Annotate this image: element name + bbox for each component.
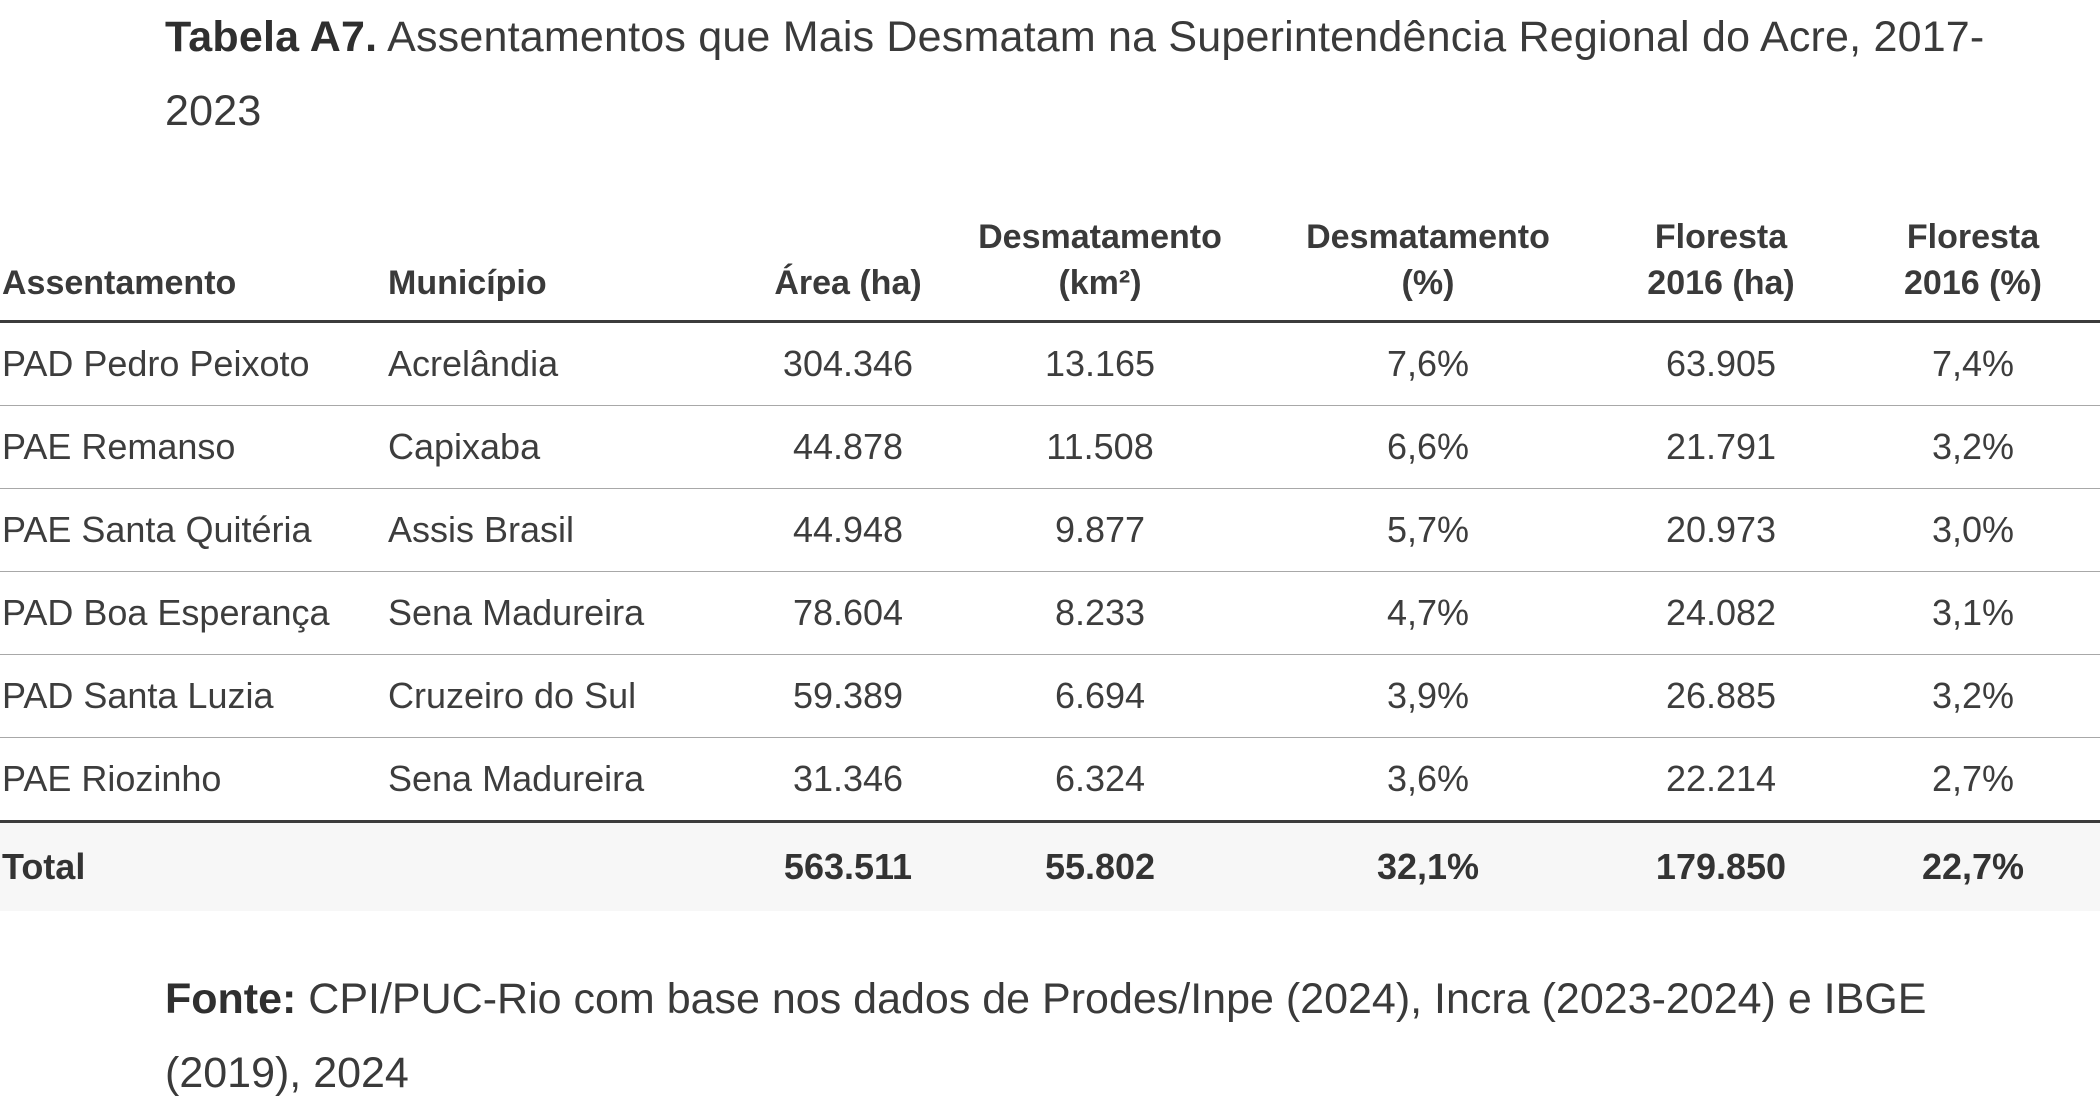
cell-desmatamento-km2: 6.694 — [940, 654, 1260, 738]
cell-floresta-pct: 7,4% — [1846, 321, 2100, 406]
cell-floresta-pct: 3,0% — [1846, 488, 2100, 572]
cell-assentamento: PAE Riozinho — [0, 737, 386, 823]
cell-floresta-ha: 26.885 — [1596, 654, 1846, 738]
cell-municipio: Capixaba — [386, 405, 756, 489]
cell-floresta-ha: 24.082 — [1596, 571, 1846, 655]
table-body: PAD Pedro Peixoto Acrelândia 304.346 13.… — [0, 321, 2100, 823]
header-floresta-pct-line2: 2016 (%) — [1904, 264, 2042, 302]
total-municipio-empty — [386, 821, 756, 911]
cell-floresta-ha: 20.973 — [1596, 488, 1846, 572]
header-desmatamento-km2-line1: Desmatamento — [978, 218, 1222, 256]
total-row: Total 563.511 55.802 32,1% 179.850 22,7% — [0, 821, 2100, 911]
cell-area: 31.346 — [756, 737, 940, 823]
header-area: Área (ha) — [756, 190, 940, 323]
header-floresta-ha-line2: 2016 (ha) — [1647, 264, 1795, 302]
header-floresta-ha-line1: Floresta — [1654, 218, 1788, 256]
cell-assentamento: PAD Boa Esperança — [0, 571, 386, 655]
header-municipio: Município — [386, 190, 756, 323]
header-desmatamento-km2-line2: (km²) — [1058, 264, 1142, 302]
total-label: Total — [0, 821, 386, 911]
cell-floresta-pct: 3,1% — [1846, 571, 2100, 655]
cell-floresta-pct: 3,2% — [1846, 654, 2100, 738]
cell-area: 78.604 — [756, 571, 940, 655]
cell-floresta-ha: 63.905 — [1596, 321, 1846, 406]
deforestation-table: Assentamento Município Área (ha) Desmata… — [0, 190, 2100, 911]
cell-assentamento: PAE Remanso — [0, 405, 386, 489]
cell-municipio: Sena Madureira — [386, 737, 756, 823]
cell-area: 59.389 — [756, 654, 940, 738]
header-desmatamento-pct-line2: (%) — [1401, 264, 1455, 302]
source-label: Fonte: — [165, 975, 297, 1023]
total-area: 563.511 — [756, 821, 940, 911]
cell-area: 44.878 — [756, 405, 940, 489]
header-desmatamento-pct: Desmatamento (%) — [1260, 190, 1596, 323]
table-header: Assentamento Município Área (ha) Desmata… — [0, 190, 2100, 323]
table-title-label: Tabela A7. — [165, 13, 378, 61]
header-floresta-pct: Floresta 2016 (%) — [1846, 190, 2100, 323]
cell-desmatamento-km2: 8.233 — [940, 571, 1260, 655]
table-footer: Total 563.511 55.802 32,1% 179.850 22,7% — [0, 821, 2100, 911]
cell-area: 44.948 — [756, 488, 940, 572]
header-row: Assentamento Município Área (ha) Desmata… — [0, 190, 2100, 323]
cell-municipio: Sena Madureira — [386, 571, 756, 655]
total-desmatamento-km2: 55.802 — [940, 821, 1260, 911]
table-row: PAE Santa Quitéria Assis Brasil 44.948 9… — [0, 488, 2100, 572]
table-title: Tabela A7. Assentamentos que Mais Desmat… — [165, 0, 2005, 148]
total-floresta-ha: 179.850 — [1596, 821, 1846, 911]
total-desmatamento-pct: 32,1% — [1260, 821, 1596, 911]
cell-assentamento: PAE Santa Quitéria — [0, 488, 386, 572]
cell-desmatamento-km2: 6.324 — [940, 737, 1260, 823]
cell-municipio: Cruzeiro do Sul — [386, 654, 756, 738]
cell-floresta-ha: 22.214 — [1596, 737, 1846, 823]
cell-desmatamento-km2: 9.877 — [940, 488, 1260, 572]
cell-desmatamento-km2: 13.165 — [940, 321, 1260, 406]
cell-desmatamento-pct: 5,7% — [1260, 488, 1596, 572]
header-desmatamento-km2: Desmatamento (km²) — [940, 190, 1260, 323]
header-floresta-ha: Floresta 2016 (ha) — [1596, 190, 1846, 323]
cell-assentamento: PAD Pedro Peixoto — [0, 321, 386, 406]
cell-municipio: Assis Brasil — [386, 488, 756, 572]
header-desmatamento-pct-line1: Desmatamento — [1306, 218, 1550, 256]
table-row: PAD Pedro Peixoto Acrelândia 304.346 13.… — [0, 321, 2100, 406]
cell-desmatamento-pct: 3,6% — [1260, 737, 1596, 823]
cell-desmatamento-pct: 6,6% — [1260, 405, 1596, 489]
total-floresta-pct: 22,7% — [1846, 821, 2100, 911]
header-assentamento: Assentamento — [0, 190, 386, 323]
header-floresta-pct-line1: Floresta — [1906, 218, 2040, 256]
cell-municipio: Acrelândia — [386, 321, 756, 406]
table-title-text: Assentamentos que Mais Desmatam na Super… — [165, 13, 1985, 135]
table-row: PAD Boa Esperança Sena Madureira 78.604 … — [0, 571, 2100, 655]
table-row: PAE Riozinho Sena Madureira 31.346 6.324… — [0, 737, 2100, 823]
cell-area: 304.346 — [756, 321, 940, 406]
table-row: PAD Santa Luzia Cruzeiro do Sul 59.389 6… — [0, 654, 2100, 738]
cell-desmatamento-pct: 4,7% — [1260, 571, 1596, 655]
source-note: Fonte: CPI/PUC-Rio com base nos dados de… — [165, 962, 1965, 1110]
cell-desmatamento-pct: 7,6% — [1260, 321, 1596, 406]
cell-floresta-pct: 3,2% — [1846, 405, 2100, 489]
cell-desmatamento-pct: 3,9% — [1260, 654, 1596, 738]
cell-desmatamento-km2: 11.508 — [940, 405, 1260, 489]
cell-floresta-pct: 2,7% — [1846, 737, 2100, 823]
table-row: PAE Remanso Capixaba 44.878 11.508 6,6% … — [0, 405, 2100, 489]
cell-assentamento: PAD Santa Luzia — [0, 654, 386, 738]
cell-floresta-ha: 21.791 — [1596, 405, 1846, 489]
source-text: CPI/PUC-Rio com base nos dados de Prodes… — [165, 975, 1927, 1097]
